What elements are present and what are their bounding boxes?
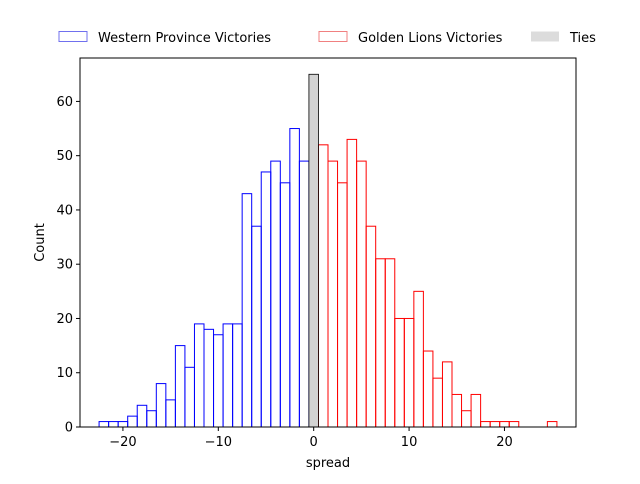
- bar-western-province-victories--2: [289, 128, 300, 428]
- bar-western-province-victories--21: [108, 421, 119, 428]
- y-tick-label: 20: [56, 312, 73, 327]
- bar-western-province-victories--20: [117, 421, 129, 428]
- y-tick-label: 50: [56, 149, 73, 164]
- bar-golden-lions-victories-18: [480, 421, 491, 428]
- bar-western-province-victories--15: [165, 399, 176, 428]
- bar-western-province-victories--6: [251, 225, 262, 428]
- x-tick-label: 20: [496, 435, 513, 450]
- legend-label-western-province-victories: Western Province Victories: [98, 31, 271, 46]
- bar-western-province-victories--11: [203, 328, 215, 428]
- bar-golden-lions-victories-15: [451, 393, 463, 428]
- plot-frame: [79, 57, 577, 428]
- bar-western-province-victories--17: [146, 410, 157, 428]
- bar-western-province-victories--12: [193, 323, 205, 428]
- bar-golden-lions-victories-21: [508, 421, 520, 428]
- bar-western-province-victories--18: [136, 404, 148, 428]
- bar-western-province-victories--7: [241, 193, 253, 428]
- bar-western-province-victories--16: [155, 383, 167, 428]
- x-tick-label: −20: [109, 435, 136, 450]
- bar-golden-lions-victories-25: [546, 421, 558, 428]
- y-tick-label: 30: [56, 258, 73, 273]
- legend-swatch-ties: [531, 31, 559, 42]
- y-axis-ticks: 0 10 20 30 40 50 60: [56, 95, 80, 436]
- bar-golden-lions-victories-4: [346, 138, 358, 428]
- bar-western-province-victories--19: [127, 415, 138, 428]
- bar-golden-lions-victories-6: [365, 225, 377, 428]
- bar-golden-lions-victories-1: [317, 144, 329, 428]
- legend: Western Province Victories Golden Lions V…: [58, 31, 596, 46]
- bar-western-province-victories--13: [184, 366, 195, 428]
- bar-western-province-victories--14: [174, 345, 186, 428]
- y-tick-label: 0: [65, 421, 73, 436]
- bar-golden-lions-victories-12: [422, 350, 434, 428]
- bar-golden-lions-victories-20: [499, 421, 510, 428]
- bar-golden-lions-victories-13: [432, 377, 443, 428]
- x-tick-label: 0: [310, 435, 318, 450]
- bar-golden-lions-victories-8: [384, 258, 396, 428]
- y-axis-title: Count: [33, 223, 48, 262]
- bar-golden-lions-victories-19: [489, 421, 501, 428]
- bar-ties-0: [308, 73, 319, 428]
- bar-golden-lions-victories-5: [356, 160, 367, 428]
- bar-western-province-victories--8: [232, 323, 243, 428]
- y-tick-label: 40: [56, 203, 73, 218]
- bar-golden-lions-victories-3: [337, 182, 348, 428]
- bar-golden-lions-victories-17: [470, 393, 482, 428]
- x-tick-label: −10: [205, 435, 232, 450]
- y-tick-label: 60: [56, 95, 73, 110]
- bar-golden-lions-victories-16: [461, 410, 472, 428]
- bars-layer: [98, 73, 558, 428]
- bar-western-province-victories--3: [279, 182, 291, 428]
- bar-western-province-victories--9: [222, 323, 234, 428]
- legend-label-golden-lions-victories: Golden Lions Victories: [358, 31, 503, 46]
- bar-golden-lions-victories-11: [413, 290, 424, 428]
- legend-swatch-western-province-victories: [58, 31, 88, 42]
- legend-label-ties: Ties: [569, 31, 596, 46]
- bar-western-province-victories--4: [270, 160, 281, 428]
- bar-western-province-victories--10: [213, 334, 224, 428]
- bar-western-province-victories--5: [260, 171, 272, 428]
- bar-golden-lions-victories-9: [394, 317, 405, 428]
- x-axis-ticks: −20 −10 0 10 20: [109, 427, 513, 450]
- bar-golden-lions-victories-14: [441, 361, 453, 428]
- x-axis-title: spread: [306, 456, 350, 471]
- legend-swatch-golden-lions-victories: [318, 31, 348, 42]
- bar-golden-lions-victories-10: [403, 317, 415, 428]
- y-tick-label: 10: [56, 366, 73, 381]
- bar-western-province-victories--1: [298, 160, 310, 428]
- bar-golden-lions-victories-7: [375, 258, 386, 428]
- bar-golden-lions-victories-2: [327, 160, 339, 428]
- x-tick-label: 10: [401, 435, 418, 450]
- bar-western-province-victories--22: [98, 421, 110, 428]
